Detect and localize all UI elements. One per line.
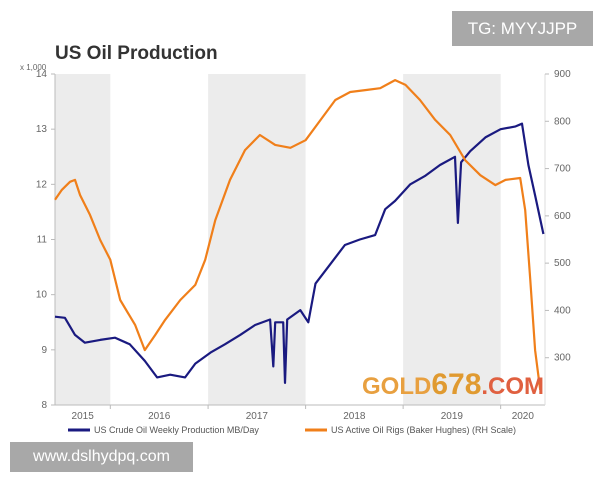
shaded-band-2017 (208, 74, 306, 405)
series-lines (54, 78, 545, 391)
right-tick-label: 300 (554, 353, 571, 364)
shaded-year-bands (55, 74, 501, 405)
gold678-logo-watermark: GOLD678.COM (362, 368, 545, 401)
tg-watermark: TG: MYYJJPP (452, 11, 593, 46)
left-tick-label: 8 (41, 400, 47, 411)
x-tick-label: 2019 (441, 411, 464, 422)
chart-title: US Oil Production (55, 43, 218, 64)
right-tick-label: 400 (554, 305, 571, 316)
x-tick-label: 2020 (512, 411, 535, 422)
legend: US Crude Oil Weekly Production MB/Day US… (68, 425, 516, 435)
shaded-band-2019 (403, 74, 501, 405)
right-tick-label: 900 (554, 69, 571, 80)
left-tick-label: 13 (36, 124, 48, 135)
right-tick-label: 800 (554, 116, 571, 127)
rig-count-line (54, 78, 542, 391)
right-tick-label: 500 (554, 258, 571, 269)
right-tick-label: 700 (554, 164, 571, 175)
left-tick-label: 10 (36, 290, 48, 301)
legend-label-rigs: US Active Oil Rigs (Baker Hughes) (RH Sc… (331, 425, 516, 435)
x-tick-label: 2015 (72, 411, 95, 422)
site-watermark: www.dslhydpq.com (10, 442, 193, 472)
axes: 8 9 10 11 12 13 14 300 400 500 600 700 800 900 2015 201… (36, 69, 571, 422)
legend-label-production: US Crude Oil Weekly Production MB/Day (94, 425, 259, 435)
left-tick-label: 14 (36, 69, 48, 80)
left-tick-label: 11 (37, 235, 48, 246)
shaded-band-2015 (55, 74, 111, 405)
left-tick-label: 12 (36, 179, 48, 190)
x-tick-label: 2018 (343, 411, 366, 422)
left-axis-unit-label: x 1,000 (20, 63, 47, 72)
left-tick-label: 9 (41, 345, 47, 356)
x-tick-label: 2016 (148, 411, 171, 422)
right-tick-label: 600 (554, 211, 571, 222)
x-tick-label: 2017 (246, 411, 269, 422)
production-line (54, 122, 545, 384)
